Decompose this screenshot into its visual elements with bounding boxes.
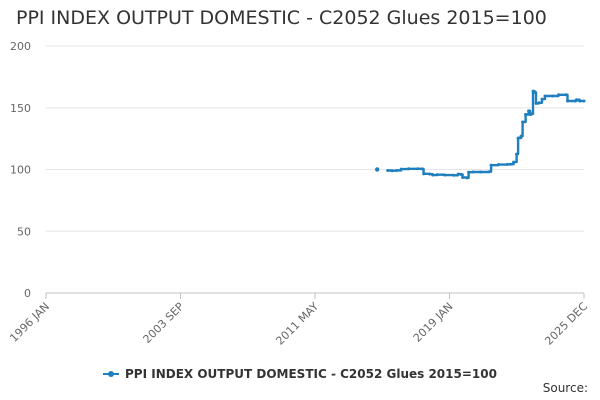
x-tick-label: 2025 DEC xyxy=(542,300,590,348)
data-point xyxy=(530,112,534,116)
data-point xyxy=(459,172,463,176)
data-point xyxy=(497,163,501,167)
data-point xyxy=(390,169,394,173)
data-point xyxy=(512,160,516,164)
data-point xyxy=(471,170,475,174)
data-point xyxy=(416,167,420,171)
data-point xyxy=(509,162,513,166)
x-tick-label: 2011 MAY xyxy=(273,300,321,348)
chart-title: PPI INDEX OUTPUT DOMESTIC - C2052 Glues … xyxy=(16,7,547,29)
data-point xyxy=(534,101,538,105)
x-tick-label: 2019 JAN xyxy=(411,300,456,345)
x-tick-label: 1996 JAN xyxy=(7,300,52,345)
data-point xyxy=(465,176,469,180)
data-point xyxy=(543,94,547,98)
data-point xyxy=(519,134,523,138)
data-point xyxy=(575,98,579,102)
data-point xyxy=(527,109,531,113)
data-point xyxy=(407,167,411,171)
data-point xyxy=(443,173,447,177)
data-point xyxy=(564,93,568,97)
data-point xyxy=(399,167,403,171)
y-tick-label: 150 xyxy=(10,102,31,115)
data-point xyxy=(578,99,582,103)
y-tick-label: 0 xyxy=(24,287,31,300)
data-point xyxy=(452,173,456,177)
data-point xyxy=(506,162,510,166)
data-point xyxy=(479,170,483,174)
series-line xyxy=(387,89,584,180)
x-tick-label: 2003 SEP xyxy=(141,300,187,346)
data-point xyxy=(524,113,528,117)
data-point xyxy=(488,170,492,174)
legend-line-marker-icon xyxy=(103,371,120,377)
y-tick-label: 50 xyxy=(17,225,31,238)
data-point xyxy=(521,120,525,124)
data-point xyxy=(374,167,380,172)
data-point xyxy=(422,172,426,176)
data-point xyxy=(428,172,432,176)
y-tick-label: 100 xyxy=(10,164,31,177)
y-tick-label: 200 xyxy=(10,40,31,53)
data-point xyxy=(420,167,424,171)
data-point xyxy=(461,176,465,180)
data-point xyxy=(516,136,520,140)
data-point xyxy=(582,99,586,103)
data-point xyxy=(566,99,570,103)
data-point xyxy=(467,170,471,174)
data-point xyxy=(515,152,519,156)
data-point xyxy=(557,93,561,97)
legend[interactable]: PPI INDEX OUTPUT DOMESTIC - C2052 Glues … xyxy=(0,364,600,381)
data-point xyxy=(533,90,537,94)
data-point xyxy=(537,101,541,105)
legend-label: PPI INDEX OUTPUT DOMESTIC - C2052 Glues … xyxy=(125,367,497,381)
data-point xyxy=(551,94,555,98)
data-point xyxy=(435,173,439,177)
data-point xyxy=(456,172,460,176)
data-point xyxy=(431,173,435,177)
data-point xyxy=(540,97,544,101)
data-point xyxy=(386,168,390,172)
source-label: Source: xyxy=(542,381,588,395)
data-point xyxy=(395,168,399,172)
data-point xyxy=(489,163,493,167)
legend-item[interactable]: PPI INDEX OUTPUT DOMESTIC - C2052 Glues … xyxy=(103,367,497,381)
